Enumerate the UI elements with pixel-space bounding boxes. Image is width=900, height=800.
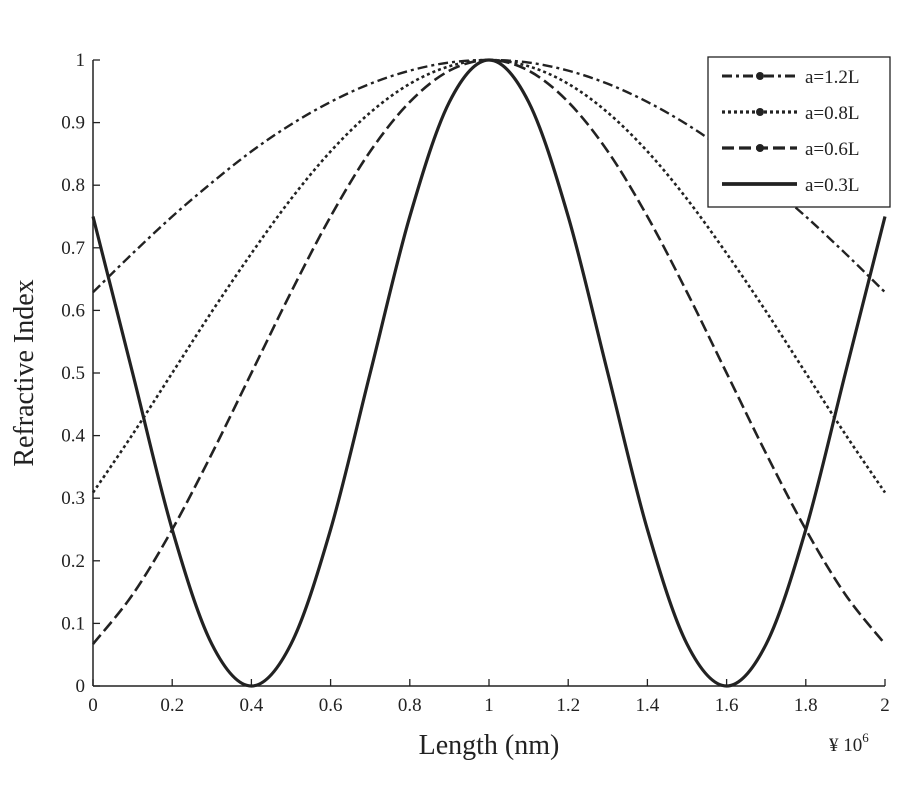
- legend-label: a=0.6L: [805, 139, 860, 160]
- y-tick-label: 0.3: [61, 488, 85, 509]
- legend-marker: [756, 144, 764, 152]
- y-tick-label: 0.8: [61, 175, 85, 196]
- series-line-a-0-3L: [91, 58, 887, 688]
- y-ticks: 0 0.1 0.2 0.3 0.4 0.5 0.6 0.7 0.8 0.9 1: [61, 50, 100, 697]
- y-tick-label: 0.6: [61, 300, 85, 321]
- x-tick-label: 1.6: [715, 695, 739, 716]
- x-tick-label: 1.2: [556, 695, 580, 716]
- x-tick-label: 2: [880, 695, 890, 716]
- x-tick-label: 1.4: [636, 695, 660, 716]
- legend-marker: [756, 108, 764, 116]
- y-tick-label: 0.7: [61, 238, 85, 259]
- legend-label: a=1.2L: [805, 67, 860, 88]
- x-ticks: 0 0.2 0.4 0.6 0.8 1 1.2 1.4 1.6 1.8 2: [88, 679, 890, 716]
- y-tick-label: 0: [76, 676, 86, 697]
- x-tick-label: 0.6: [319, 695, 343, 716]
- legend-marker: [756, 72, 764, 80]
- x-tick-label: 0.4: [240, 695, 264, 716]
- y-tick-label: 1: [76, 50, 86, 71]
- x-tick-label: 0.8: [398, 695, 422, 716]
- legend: a=1.2L a=0.8L a=0.6L a=0.3L: [707, 56, 891, 208]
- y-tick-label: 0.9: [61, 113, 85, 134]
- y-tick-label: 0.5: [61, 363, 85, 384]
- x-tick-label: 0.2: [160, 695, 184, 716]
- x-tick-label: 1.8: [794, 695, 818, 716]
- x-multiplier: ¥ 106: [829, 730, 869, 756]
- y-tick-label: 0.1: [61, 613, 85, 634]
- y-axis-label: Refractive Index: [9, 279, 40, 466]
- legend-box: [707, 56, 891, 208]
- legend-label: a=0.8L: [805, 103, 860, 124]
- x-tick-label: 0: [88, 695, 98, 716]
- legend-label: a=0.3L: [805, 175, 860, 196]
- x-multiplier-exponent: 6: [862, 730, 869, 745]
- x-tick-label: 1: [484, 695, 494, 716]
- y-tick-label: 0.2: [61, 551, 85, 572]
- series-line-a-0-8L: [91, 58, 887, 494]
- x-multiplier-base: ¥ 10: [829, 735, 862, 756]
- y-tick-label: 0.4: [61, 426, 85, 447]
- x-axis-label: Length (nm): [419, 730, 560, 761]
